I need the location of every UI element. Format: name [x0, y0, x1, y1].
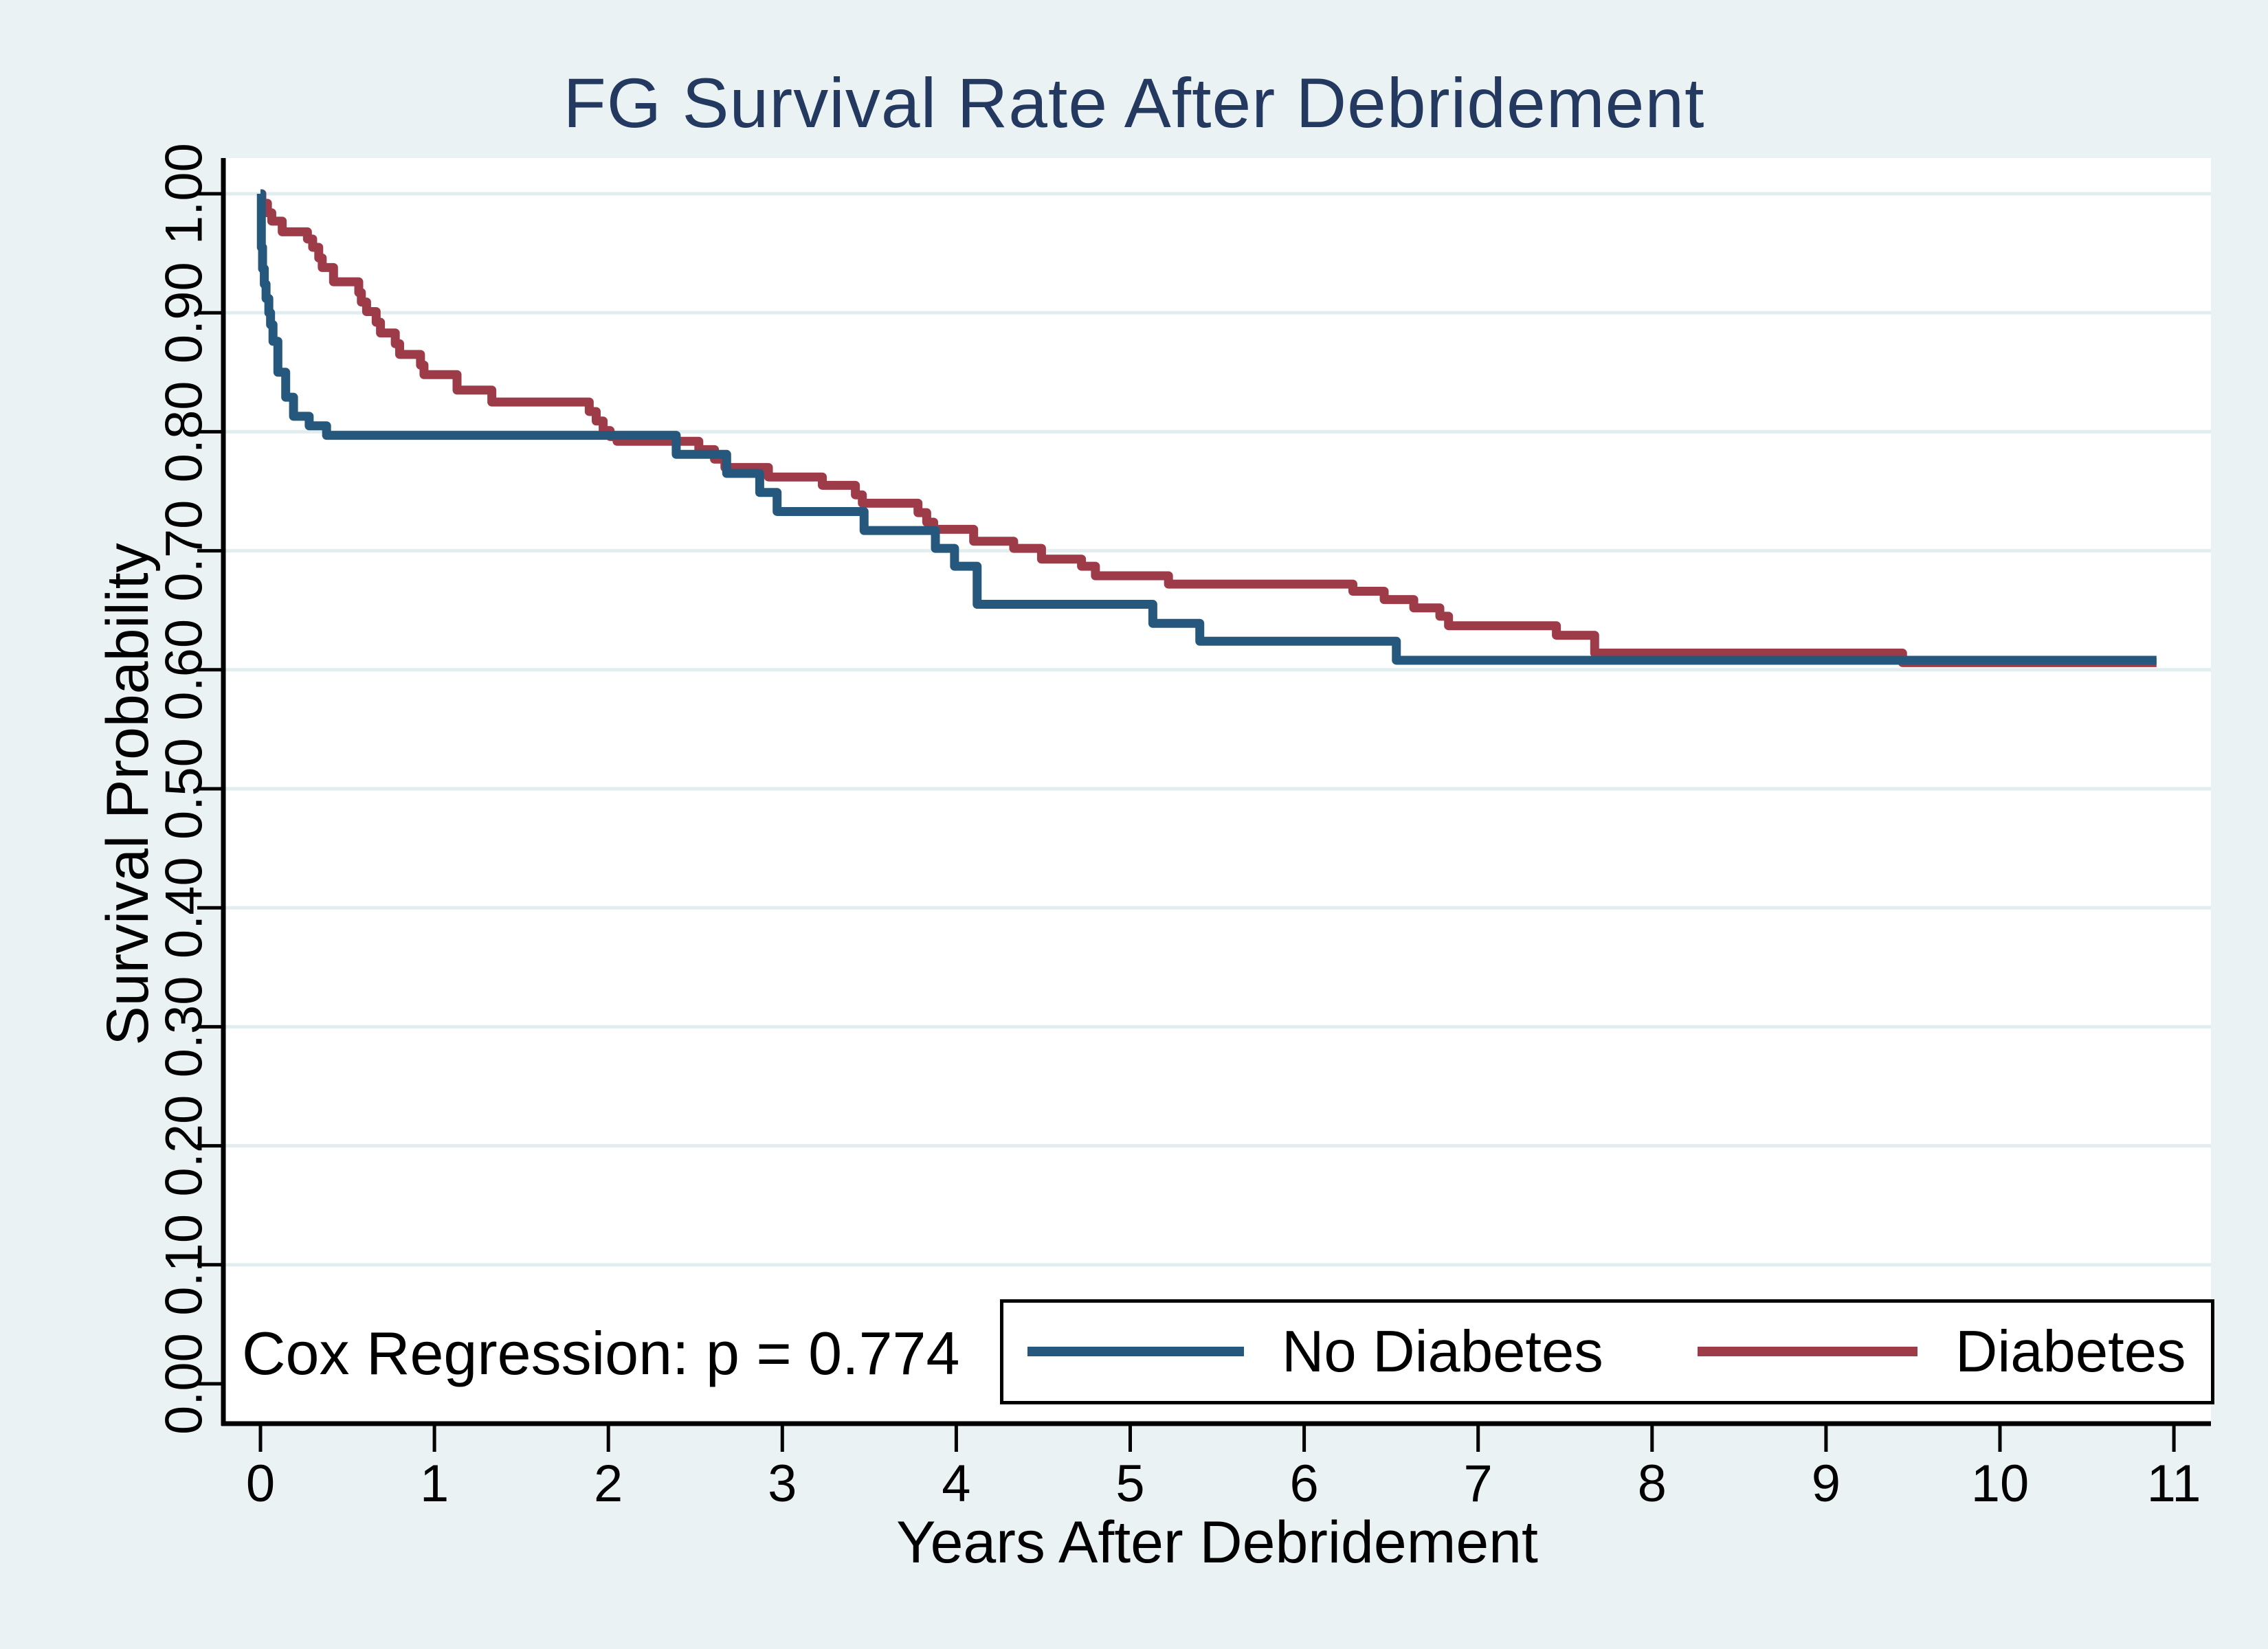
y-tick-label-0.40: 0.40 — [155, 857, 214, 958]
x-tick-label-4: 4 — [942, 1455, 970, 1513]
y-tick-label-0.60: 0.60 — [155, 619, 214, 721]
x-axis-title: Years After Debridement — [896, 1510, 1538, 1575]
diabetes-line-swatch — [1698, 1347, 1917, 1356]
y-tick-label-0.80: 0.80 — [155, 381, 214, 482]
y-tick-label-0.30: 0.30 — [155, 976, 214, 1077]
x-tick-label-0: 0 — [246, 1455, 275, 1513]
chart-title: FG Survival Rate After Debridement — [563, 64, 1705, 142]
x-tick-label-3: 3 — [768, 1455, 797, 1513]
plot-background — [223, 158, 2211, 1424]
cox-regression-annotation: Cox Regression: p = 0.774 — [242, 1319, 960, 1387]
y-tick-label-0.10: 0.10 — [155, 1214, 214, 1316]
no-diabetes-line-swatch — [1027, 1347, 1244, 1356]
legend-label-diabetes: Diabetes — [1955, 1319, 2186, 1384]
x-tick-label-8: 8 — [1638, 1455, 1667, 1513]
x-tick-label-10: 10 — [1971, 1455, 2030, 1513]
y-tick-label-0.20: 0.20 — [155, 1095, 214, 1197]
legend-label-no-diabetes: No Diabetes — [1282, 1319, 1603, 1384]
x-tick-label-5: 5 — [1115, 1455, 1144, 1513]
y-tick-label-0.00: 0.00 — [155, 1333, 214, 1435]
x-tick-label-11: 11 — [2147, 1455, 2201, 1513]
x-tick-label-2: 2 — [594, 1455, 623, 1513]
x-tick-label-7: 7 — [1464, 1455, 1493, 1513]
no-diabetes-curve — [256, 189, 2157, 665]
y-tick-label-1.00: 1.00 — [155, 143, 214, 245]
y-tick-label-0.50: 0.50 — [155, 738, 214, 840]
y-tick-label-0.90: 0.90 — [155, 262, 214, 363]
legend: No Diabetes Diabetes — [1000, 1299, 2214, 1404]
y-tick-label-0.70: 0.70 — [155, 500, 214, 602]
x-tick-label-1: 1 — [420, 1455, 449, 1513]
y-axis-title: Survival Probability — [95, 543, 161, 1046]
x-tick-label-6: 6 — [1289, 1455, 1318, 1513]
x-tick-label-9: 9 — [1812, 1455, 1841, 1513]
